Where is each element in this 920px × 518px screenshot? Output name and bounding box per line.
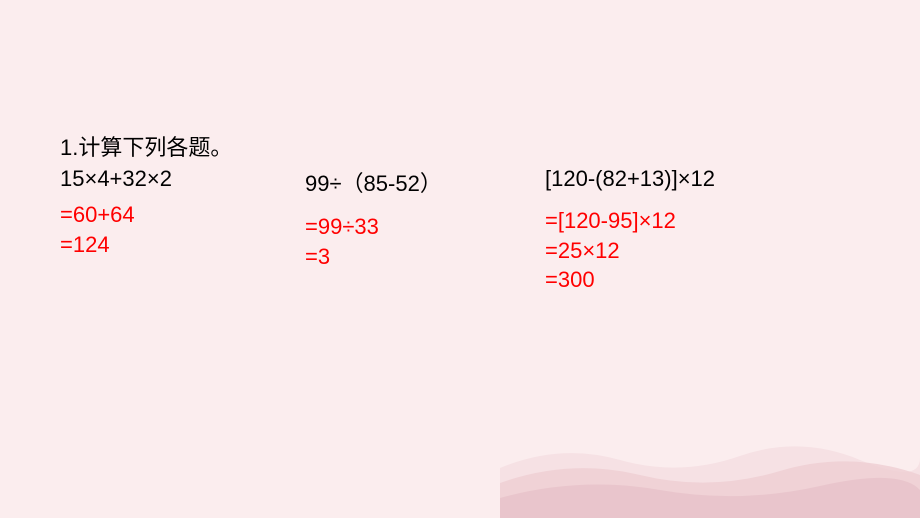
problem-2: 99÷（85-52） =99÷33 =3 [285,166,545,295]
problem-1: 15×4+32×2 =60+64 =124 [60,166,285,295]
problem-3-step-2: =25×12 [545,236,920,266]
problem-2-expression: 99÷（85-52） [285,166,545,198]
slide-content: 1.计算下列各题。 15×4+32×2 =60+64 =124 99÷（85-5… [0,0,920,295]
problem-3: [120-(82+13)]×12 =[120-95]×12 =25×12 =30… [545,166,920,295]
problem-2-step-2: =3 [285,242,545,272]
problem-3-expression: [120-(82+13)]×12 [545,166,920,192]
problem-2-step-1: =99÷33 [285,212,545,242]
problem-3-step-3: =300 [545,265,920,295]
question-title: 1.计算下列各题。 [60,130,920,162]
problem-3-step-1: =[120-95]×12 [545,206,920,236]
wave-decoration-icon [500,388,920,518]
problem-1-expression: 15×4+32×2 [60,166,285,192]
problem-1-step-1: =60+64 [60,200,285,230]
problems-row: 15×4+32×2 =60+64 =124 99÷（85-52） =99÷33 … [60,166,920,295]
problem-1-step-2: =124 [60,230,285,260]
